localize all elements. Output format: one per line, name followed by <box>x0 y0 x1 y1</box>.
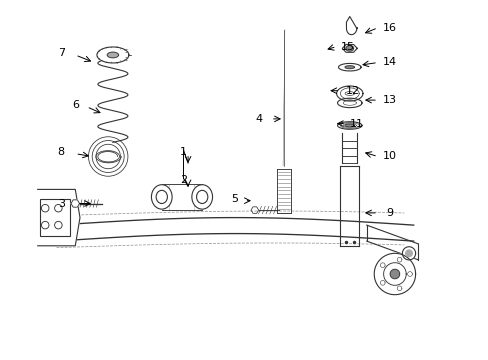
Text: 1: 1 <box>180 147 186 157</box>
Ellipse shape <box>156 190 167 203</box>
Text: 5: 5 <box>231 194 238 204</box>
Text: 2: 2 <box>180 175 186 185</box>
Polygon shape <box>338 63 360 71</box>
Polygon shape <box>346 17 356 35</box>
Text: 4: 4 <box>255 114 262 124</box>
Polygon shape <box>345 124 354 127</box>
Ellipse shape <box>196 190 207 203</box>
Polygon shape <box>342 45 357 52</box>
Text: 11: 11 <box>349 118 364 129</box>
Text: 16: 16 <box>383 23 396 33</box>
FancyBboxPatch shape <box>40 199 69 237</box>
Polygon shape <box>402 247 415 260</box>
Text: 12: 12 <box>345 86 359 96</box>
Polygon shape <box>405 250 411 257</box>
Polygon shape <box>346 46 353 51</box>
Polygon shape <box>38 189 80 246</box>
Text: 14: 14 <box>383 58 396 67</box>
Ellipse shape <box>191 185 212 209</box>
Text: 15: 15 <box>340 41 354 51</box>
Polygon shape <box>107 52 118 58</box>
Ellipse shape <box>151 185 172 209</box>
Polygon shape <box>337 98 361 108</box>
Polygon shape <box>373 253 415 295</box>
Polygon shape <box>383 263 406 285</box>
Polygon shape <box>389 269 399 279</box>
Polygon shape <box>336 86 362 101</box>
Text: 6: 6 <box>72 100 79 110</box>
Text: 7: 7 <box>58 48 64 58</box>
Polygon shape <box>97 47 129 63</box>
Text: 3: 3 <box>58 198 64 208</box>
Polygon shape <box>345 66 354 69</box>
Polygon shape <box>71 200 80 207</box>
Text: 13: 13 <box>383 95 396 105</box>
Text: 8: 8 <box>58 147 64 157</box>
Text: 9: 9 <box>386 208 393 218</box>
Polygon shape <box>337 122 361 129</box>
Text: 10: 10 <box>383 152 396 162</box>
